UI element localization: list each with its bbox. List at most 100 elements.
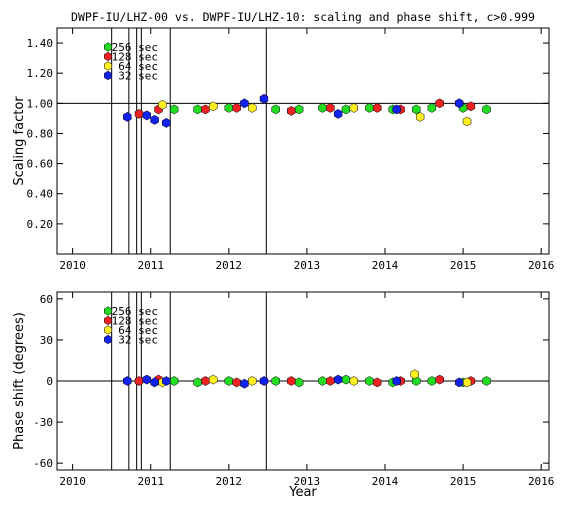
data-point [462,116,472,127]
data-point [193,104,202,115]
data-point [333,374,343,385]
legend-label: 64 sec [118,324,158,337]
legend-marker [104,306,112,316]
data-point [169,376,179,386]
data-point [435,98,444,109]
data-point [341,104,351,115]
data-point [287,106,296,116]
legend-marker [104,61,112,71]
x-tick-label: 2011 [137,475,164,488]
y-tick-label: 30 [40,334,53,347]
data-point [248,376,257,386]
y-tick-label: 1.40 [27,37,54,50]
data-point [482,376,491,386]
data-point [240,378,249,389]
data-point [248,103,257,113]
data-point [162,118,171,128]
data-point [123,112,132,122]
data-point [224,103,234,113]
data-point [294,377,304,388]
y-axis-label: Scaling factor [12,96,27,186]
y-tick-label: 0.20 [27,218,54,231]
data-point [349,103,358,113]
data-point [232,103,241,113]
legend-marker [104,51,112,62]
x-tick-label: 2011 [137,259,164,272]
data-point [294,104,304,115]
data-point [271,376,280,386]
data-point [326,376,335,386]
data-point [201,104,210,115]
y-tick-label: 0.40 [27,188,54,201]
legend-label: 128 sec [112,315,158,328]
data-point [123,376,132,386]
x-tick-label: 2013 [294,475,321,488]
plot-frame [56,27,550,255]
data-point [201,376,210,386]
data-point [333,109,343,119]
data-point [259,376,269,386]
legend-label: 256 sec [112,305,158,318]
data-point [193,377,202,388]
x-tick-label: 2015 [450,259,477,272]
legend-label: 64 sec [118,60,158,73]
data-point [150,115,159,125]
data-point [392,376,401,386]
data-point [365,376,374,386]
data-point [134,376,144,386]
data-point [318,376,327,386]
data-point [482,104,491,115]
y-tick-label: 1.00 [27,97,54,110]
data-point [427,376,437,386]
legend-label: 128 sec [112,51,158,64]
data-point [412,104,421,115]
y-tick-label: -30 [33,416,53,429]
x-axis-label: Year [288,485,317,500]
legend-label: 32 sec [118,334,158,347]
data-point [466,101,476,112]
legend-marker [104,42,112,52]
y-tick-label: -60 [33,457,53,470]
x-tick-label: 2010 [59,475,86,488]
data-point [240,98,249,109]
x-tick-label: 2014 [372,475,399,488]
data-point [410,369,419,380]
x-tick-label: 2012 [216,475,243,488]
data-point [150,377,159,388]
data-point [158,99,167,110]
data-point [169,104,179,115]
data-point [134,109,144,119]
x-tick-label: 2016 [528,259,555,272]
data-point [372,377,382,388]
data-point [326,103,335,113]
data-point [232,377,241,388]
data-point [454,377,464,388]
data-point [287,376,296,386]
legend-marker [104,70,112,81]
y-tick-label: 0.80 [27,127,54,140]
legend-label: 256 sec [112,41,158,54]
y-axis-label: Phase shift (degrees) [12,312,27,450]
legend-marker [104,334,112,345]
data-point [372,103,382,113]
data-point [392,104,401,115]
data-point [349,376,358,386]
x-tick-label: 2013 [294,259,321,272]
data-point [415,112,425,122]
x-tick-label: 2016 [528,475,555,488]
x-tick-label: 2015 [450,475,477,488]
data-point [259,93,269,104]
legend-label: 32 sec [118,70,158,83]
data-point [454,98,464,109]
legend-marker [104,315,112,326]
data-point [462,377,472,388]
y-tick-label: 60 [40,293,53,306]
data-point [162,376,171,386]
x-tick-label: 2014 [372,259,399,272]
data-point [318,103,327,113]
data-point [341,374,351,385]
data-point [427,103,437,113]
data-point [224,376,234,386]
data-point [208,374,218,385]
